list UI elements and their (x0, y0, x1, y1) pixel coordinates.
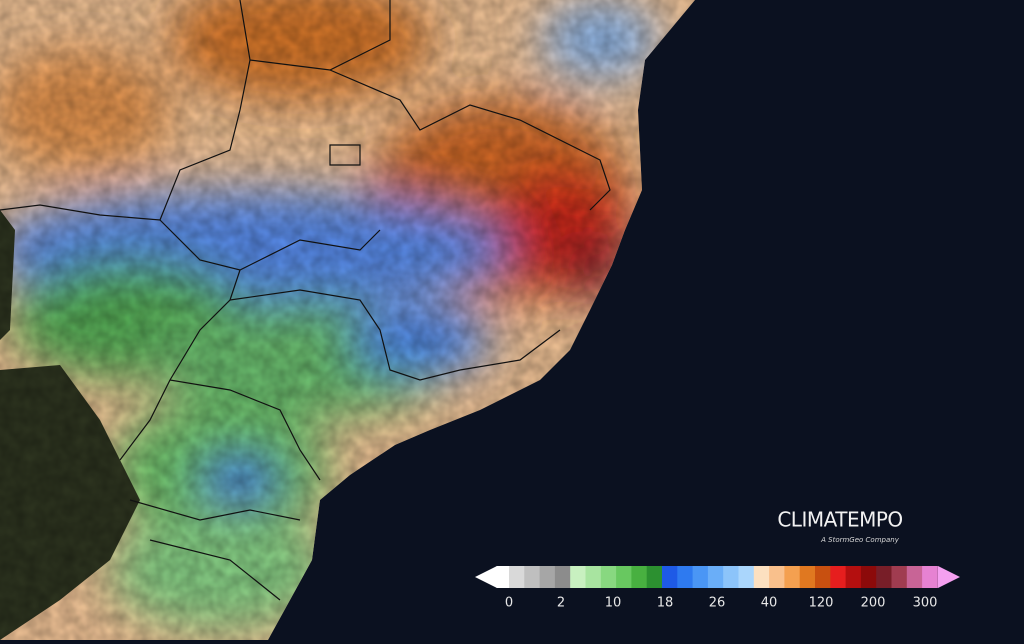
legend-swatch (524, 566, 541, 588)
land (0, 0, 695, 640)
legend-swatch (554, 566, 571, 588)
legend-label: 0 (505, 596, 513, 611)
legend-swatch (509, 566, 525, 588)
legend-label: 200 (861, 596, 886, 611)
legend-swatch (815, 566, 831, 588)
legend-arrow-right (938, 566, 960, 588)
legend-swatch (600, 566, 617, 588)
legend-swatch (799, 566, 816, 588)
legend-swatch (496, 566, 511, 588)
legend-label: 300 (913, 596, 938, 611)
legend-swatch (891, 566, 908, 588)
legend-swatch (906, 566, 923, 588)
legend-label: 120 (809, 596, 834, 611)
legend-label: 26 (709, 596, 726, 611)
legend-swatch (784, 566, 801, 588)
legend-arrow-left (475, 566, 497, 588)
legend-swatch (692, 566, 709, 588)
legend-swatch (616, 566, 632, 588)
legend-swatch (769, 566, 785, 588)
legend-swatch (738, 566, 755, 588)
legend-label: 2 (557, 596, 565, 611)
legend-swatch (662, 566, 678, 588)
legend-swatch (922, 566, 938, 588)
legend-swatch (677, 566, 694, 588)
legend-label: 18 (657, 596, 674, 611)
legend-label: 10 (605, 596, 622, 611)
legend-swatch (570, 566, 586, 588)
legend-swatch (876, 566, 892, 588)
borders (0, 0, 611, 601)
brand-name: CLIMATEMPO (777, 508, 902, 532)
legend-swatch (585, 566, 602, 588)
legend-swatch (631, 566, 648, 588)
brand-tagline: A StormGeo Company (820, 536, 900, 544)
legend-swatch (845, 566, 862, 588)
legend-swatch (860, 566, 877, 588)
legend-swatch (753, 566, 770, 588)
legend-swatch (707, 566, 724, 588)
legend-swatch (830, 566, 847, 588)
legend-swatch (646, 566, 663, 588)
legend-swatch (723, 566, 739, 588)
legend: 0 2 10 18 26 40 120 200 300 (475, 566, 960, 611)
legend-swatch (539, 566, 556, 588)
legend-label: 40 (761, 596, 778, 611)
